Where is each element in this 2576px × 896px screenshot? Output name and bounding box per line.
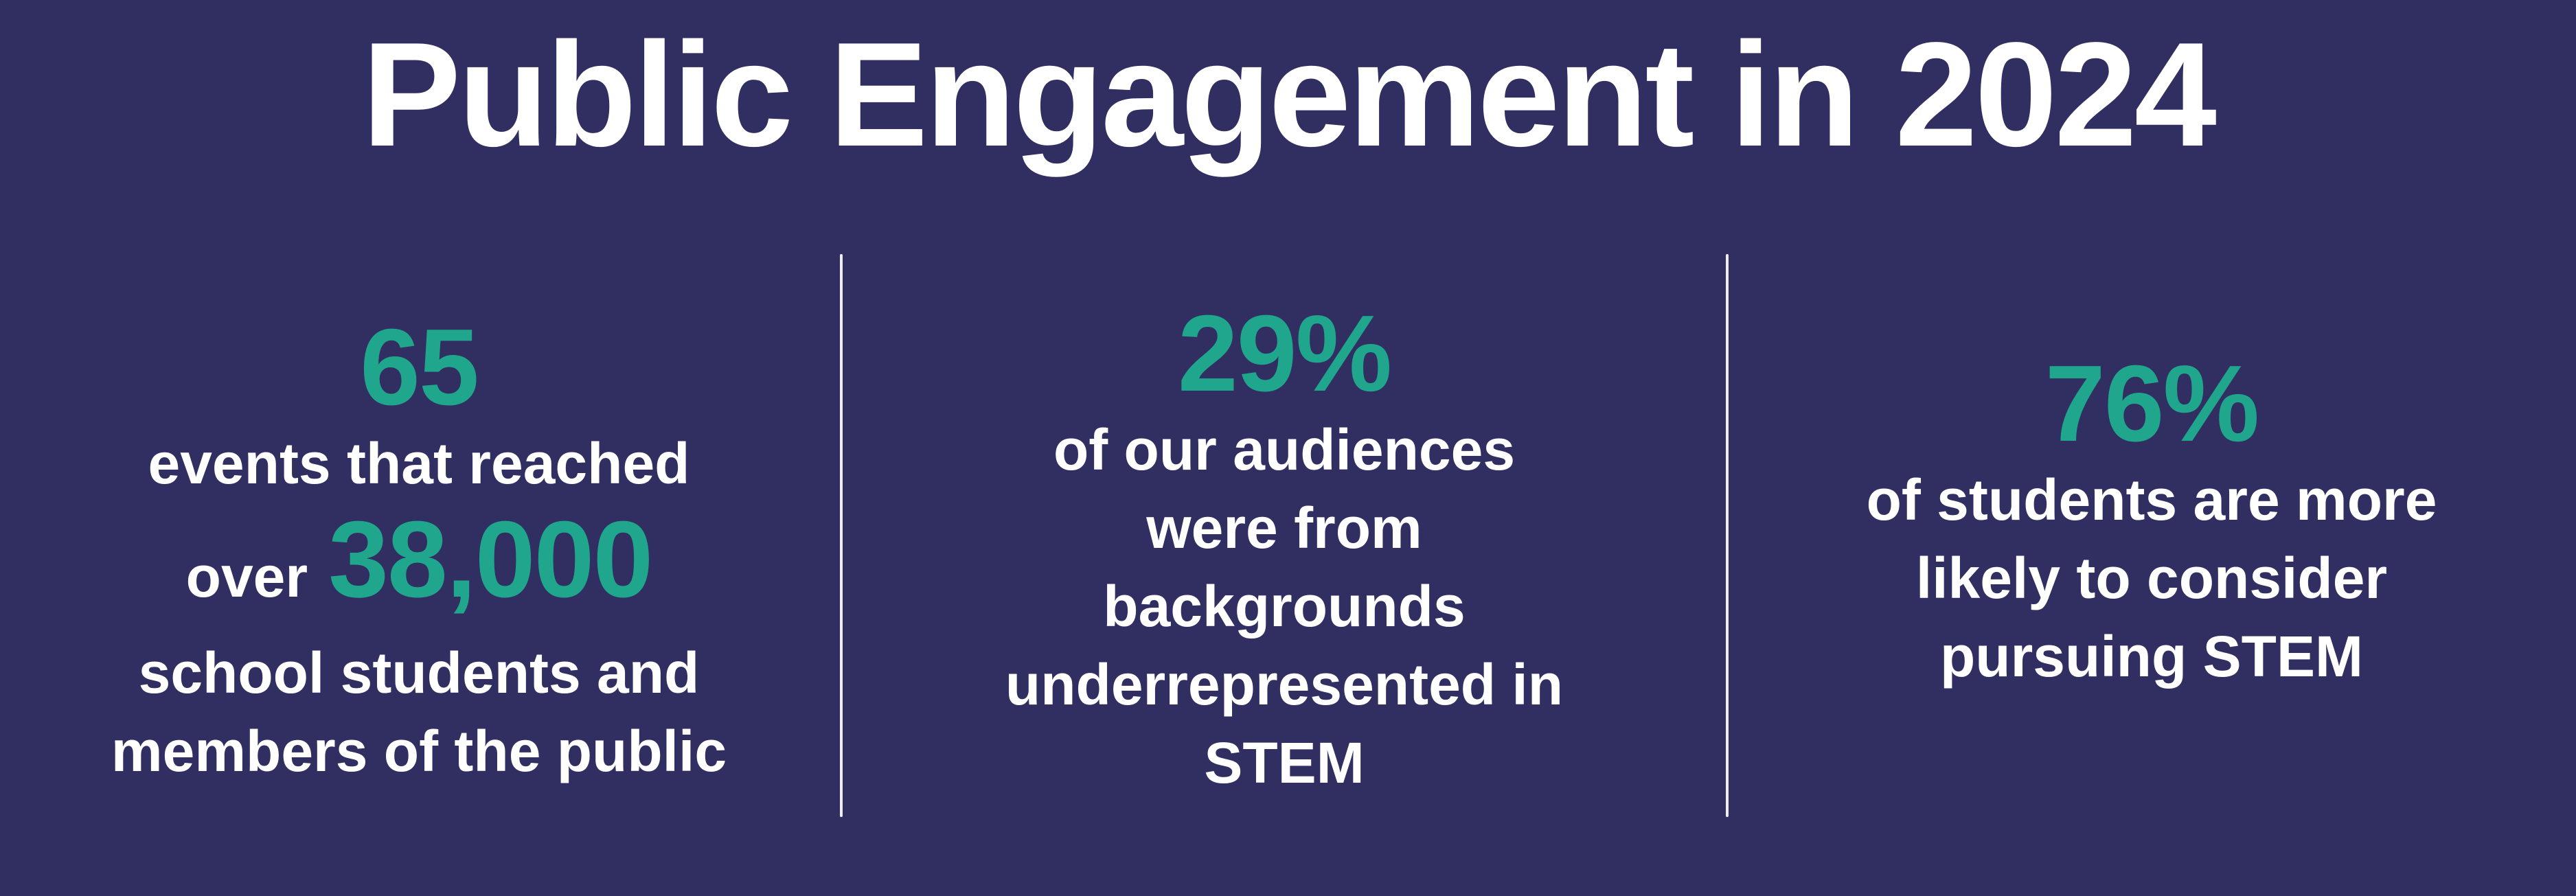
stat-value-events-count: 65 — [360, 307, 479, 428]
stat-text-line: were from — [1146, 496, 1422, 560]
stat-text-line: pursuing STEM — [1940, 624, 2363, 689]
column-divider-left — [840, 254, 843, 817]
stat-text-line: school students and — [138, 641, 700, 705]
stat-text-line: events that reached — [148, 431, 690, 496]
stat-text-line: likely to consider — [1915, 546, 2388, 610]
stat-text-line: of students are more — [1866, 468, 2437, 532]
stat-column-students: 76% of students are more likely to consi… — [1727, 347, 2576, 696]
stat-text-line: backgrounds — [1103, 574, 1466, 639]
stat-value-students-percent: 76% — [2044, 343, 2259, 464]
stat-text-line: underrepresented in — [1005, 652, 1564, 717]
stat-value-reach-count: 38,000 — [328, 499, 653, 620]
stat-text-line: of our audiences — [1053, 417, 1516, 482]
stat-text-prefix: over — [185, 544, 308, 609]
stat-text-line-with-value: over 38,000 — [7, 503, 831, 634]
stat-text-line: members of the public — [111, 719, 727, 783]
stat-column-events: 65 events that reached over 38,000 school… — [7, 310, 831, 790]
column-divider-right — [1726, 254, 1729, 817]
page-title: Public Engagement in 2024 — [362, 11, 2217, 177]
stat-value-audience-percent: 29% — [1177, 293, 1392, 414]
stat-column-audiences: 29% of our audiences were from backgroun… — [841, 297, 1727, 802]
stat-text-line: STEM — [1204, 731, 1365, 795]
